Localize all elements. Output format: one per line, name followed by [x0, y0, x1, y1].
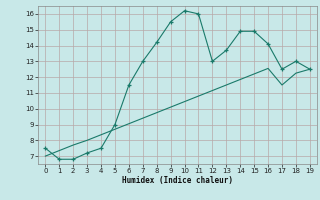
X-axis label: Humidex (Indice chaleur): Humidex (Indice chaleur) [122, 176, 233, 185]
